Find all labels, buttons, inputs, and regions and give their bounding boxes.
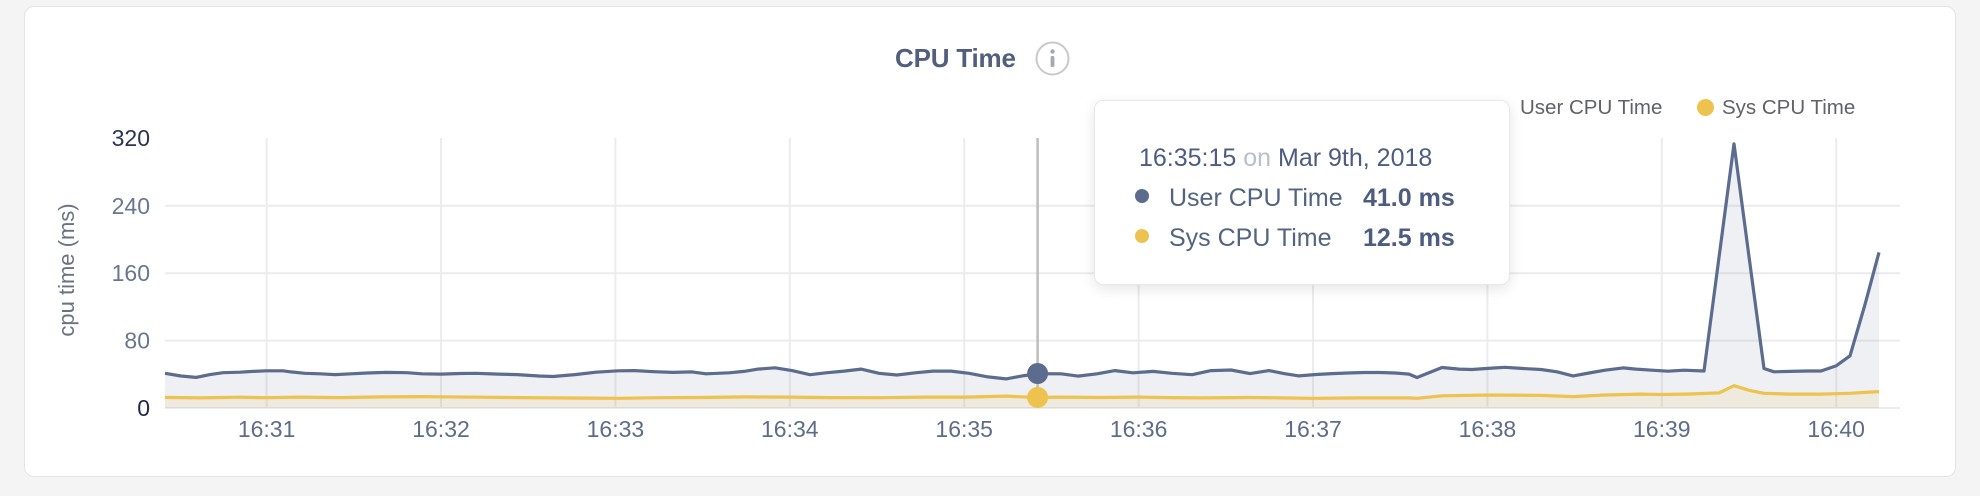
svg-text:16:40: 16:40 <box>1807 416 1865 442</box>
svg-text:16:37: 16:37 <box>1284 416 1342 442</box>
svg-text:240: 240 <box>112 193 150 219</box>
svg-text:320: 320 <box>112 125 150 151</box>
svg-text:160: 160 <box>112 260 150 286</box>
svg-text:16:34: 16:34 <box>761 416 819 442</box>
svg-text:16:36: 16:36 <box>1110 416 1168 442</box>
svg-text:16:35: 16:35 <box>935 416 993 442</box>
svg-text:16:33: 16:33 <box>587 416 645 442</box>
svg-text:cpu time (ms): cpu time (ms) <box>54 203 79 336</box>
svg-text:16:38: 16:38 <box>1459 416 1517 442</box>
svg-text:16:32: 16:32 <box>412 416 470 442</box>
svg-text:80: 80 <box>124 328 150 354</box>
svg-text:16:31: 16:31 <box>238 416 296 442</box>
svg-text:0: 0 <box>137 395 150 421</box>
svg-text:16:39: 16:39 <box>1633 416 1691 442</box>
